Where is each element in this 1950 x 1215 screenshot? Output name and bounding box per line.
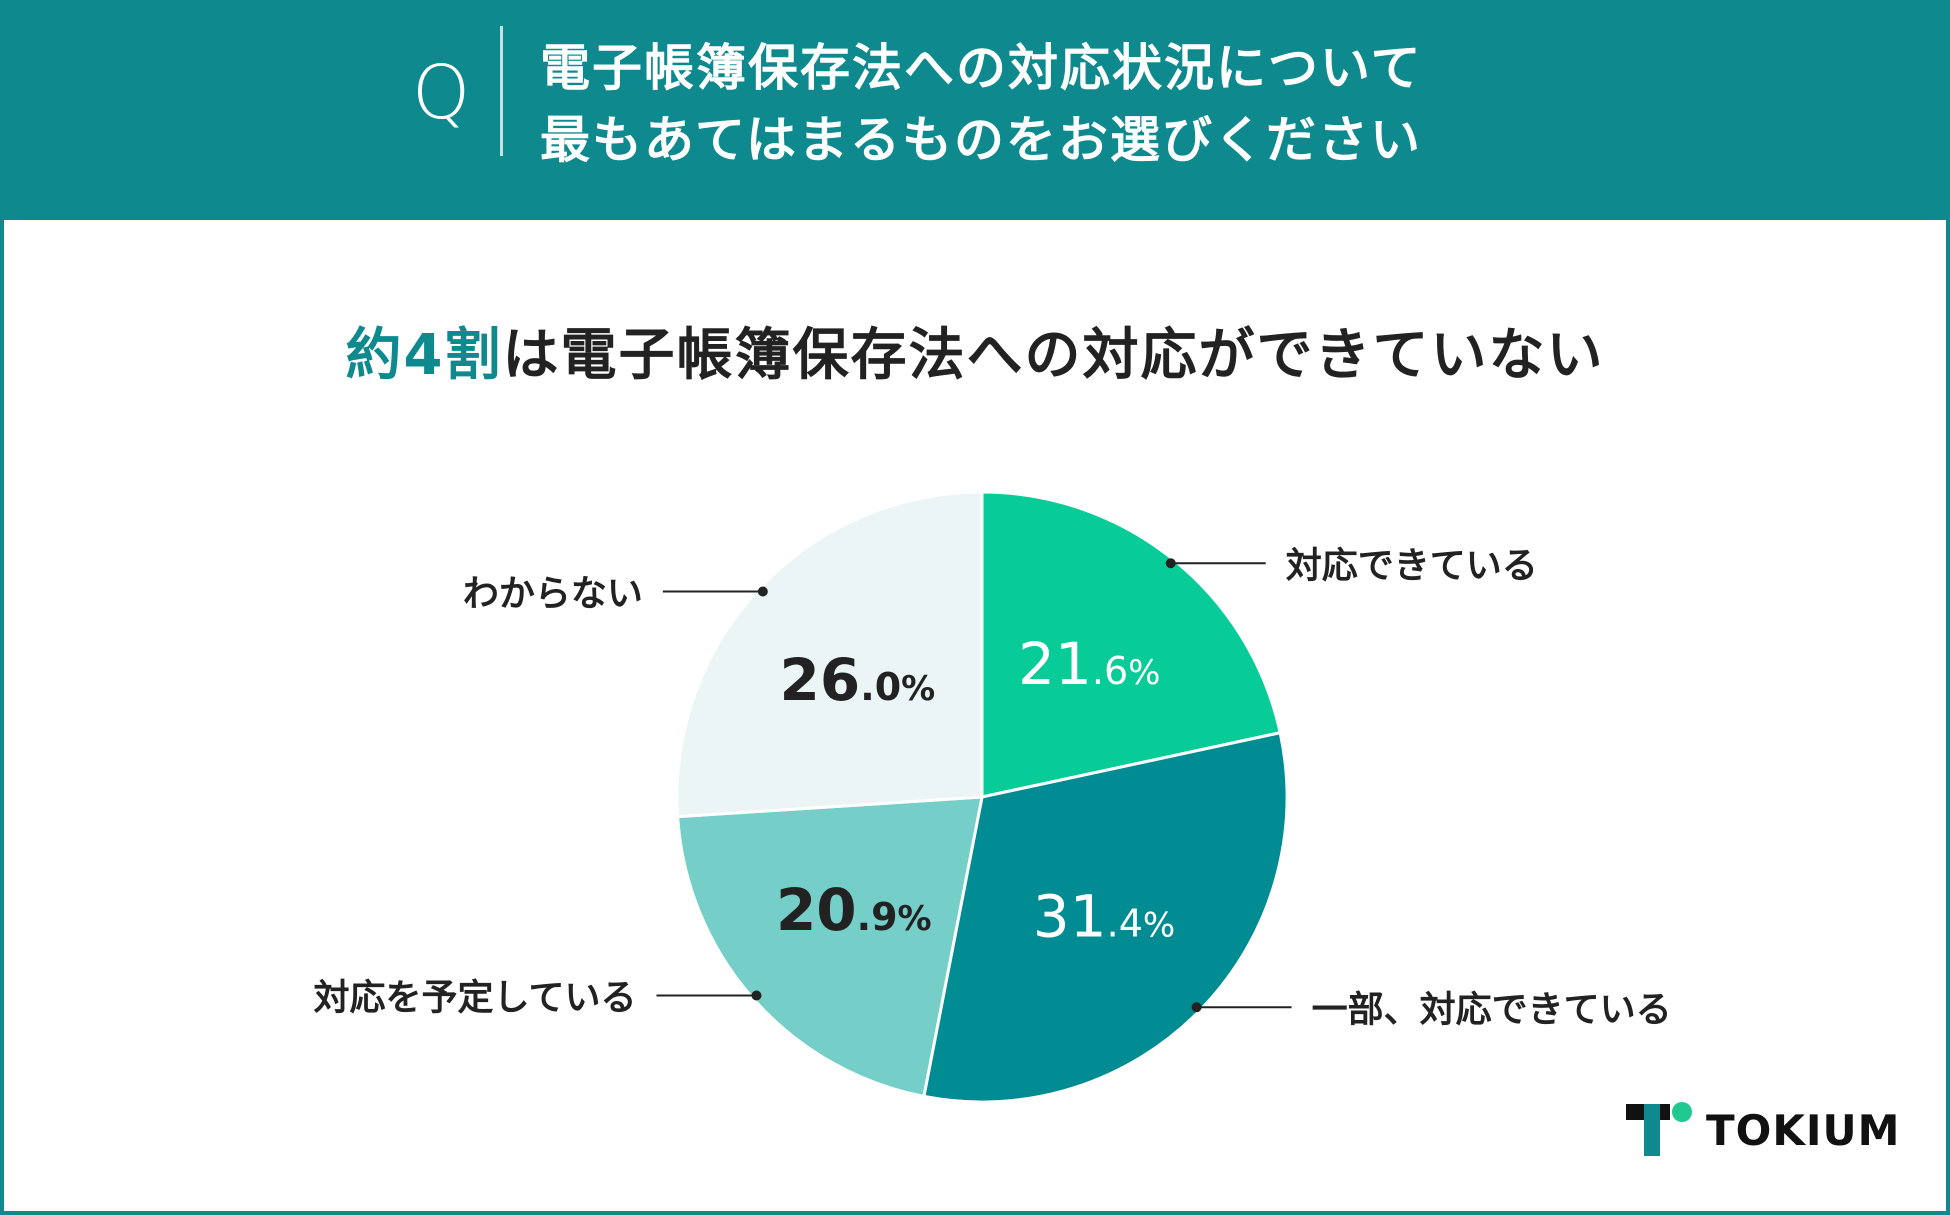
slice-value-label-1: 21.6% — [1018, 630, 1160, 698]
chart-headline: 約4割は電子帳簿保存法への対応ができていない — [0, 310, 1950, 391]
question-title: 電子帳簿保存法への対応状況について 最もあてはまるものをお選びください — [540, 32, 1423, 176]
slice-value-dec: .4 — [1107, 902, 1143, 946]
slice-value-percent: % — [898, 899, 932, 939]
pie-value-labels: 21.6%31.4%20.9%26.0% — [776, 630, 1175, 950]
slice-value-int: 20 — [776, 876, 857, 944]
slice-value-int: 26 — [780, 646, 861, 714]
slice-value-dec: .6 — [1092, 649, 1128, 693]
header-divider — [500, 26, 503, 156]
question-title-line-1: 電子帳簿保存法への対応状況について — [540, 39, 1423, 97]
headline-rest: は電子帳簿保存法への対応ができていない — [502, 323, 1605, 388]
brand-name: TOKIUM — [1706, 1106, 1901, 1155]
callout-dot-2 — [1191, 1002, 1202, 1013]
slice-value-dec: .0 — [860, 665, 901, 709]
slice-value-label-2: 31.4% — [1033, 883, 1175, 951]
slice-value-int: 31 — [1033, 883, 1107, 951]
category-label-わからない: わからない — [463, 574, 643, 615]
tokium-logo-icon — [1626, 1102, 1692, 1156]
question-title-line-2: 最もあてはまるものをお選びください — [540, 111, 1422, 169]
category-label-一部対応できている: 一部、対応できている — [1312, 989, 1672, 1030]
slice-value-percent: % — [1143, 906, 1175, 946]
question-mark-label: Q — [412, 50, 471, 136]
slice-value-label-4: 26.0% — [780, 646, 936, 714]
slice-value-percent: % — [1128, 653, 1160, 693]
callout-dot-3 — [751, 990, 762, 1001]
slice-value-dec: .9 — [857, 895, 898, 939]
headline-highlight: 約4割 — [345, 323, 503, 388]
category-label-対応を予定している: 対応を予定している — [314, 977, 637, 1018]
category-label-対応できている: 対応できている — [1286, 545, 1538, 586]
question-header: Q 電子帳簿保存法への対応状況について 最もあてはまるものをお選びください — [0, 0, 1950, 220]
callout-dot-4 — [757, 586, 768, 597]
slice-value-int: 21 — [1018, 630, 1092, 698]
callout-dot-1 — [1165, 558, 1176, 569]
slice-value-percent: % — [901, 669, 935, 709]
slice-value-label-3: 20.9% — [776, 876, 932, 944]
